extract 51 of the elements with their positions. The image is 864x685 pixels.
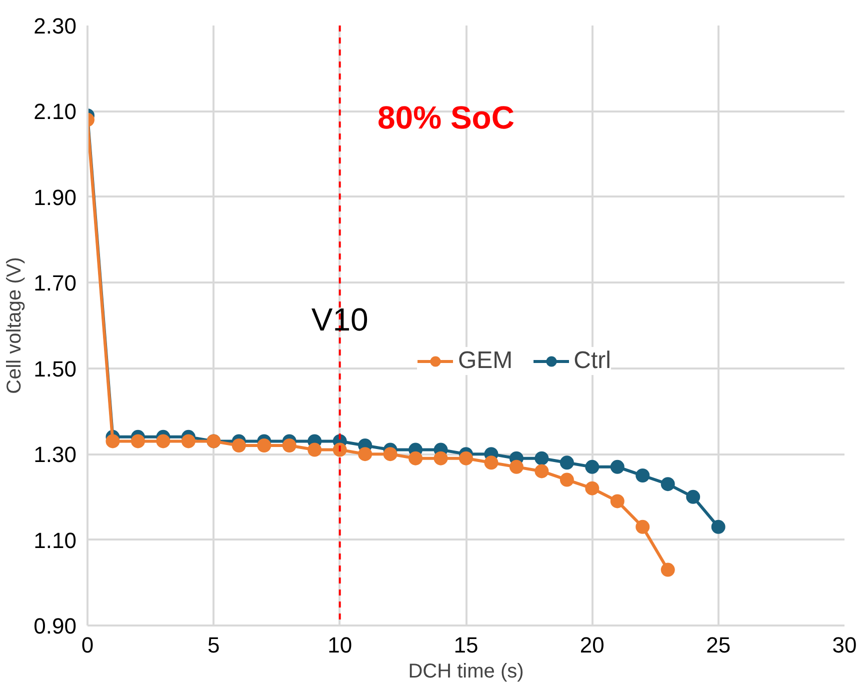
y-tick-label: 1.90	[34, 184, 77, 210]
x-tick-label: 25	[706, 632, 731, 658]
point	[408, 451, 423, 466]
x-tick-label: 15	[454, 632, 478, 658]
point	[585, 460, 600, 474]
point	[711, 520, 726, 534]
x-tick-label: 20	[580, 632, 604, 658]
x-tick-label: 0	[81, 632, 94, 658]
point	[509, 460, 524, 474]
point	[484, 456, 498, 470]
point	[156, 434, 170, 448]
y-tick-label: 1.70	[34, 270, 77, 296]
y-tick-label: 1.50	[34, 356, 77, 382]
point	[181, 434, 196, 448]
point	[130, 434, 145, 448]
point	[282, 438, 296, 452]
y-tick-label: 0.90	[34, 614, 77, 638]
y-tick-label: 2.30	[34, 14, 77, 38]
x-tick-label: 30	[832, 632, 857, 658]
point	[534, 451, 549, 466]
point	[560, 472, 574, 487]
point	[560, 456, 574, 470]
point	[383, 447, 398, 462]
point	[636, 520, 650, 534]
point	[106, 434, 120, 448]
point	[308, 442, 322, 457]
legend-label: GEM	[458, 347, 513, 375]
point	[610, 494, 624, 508]
x-tick-label: 5	[208, 632, 220, 658]
point	[434, 451, 448, 466]
point	[660, 477, 675, 492]
point	[686, 490, 700, 504]
point	[610, 460, 624, 474]
point	[232, 438, 246, 452]
point	[534, 464, 549, 478]
ref-line-label: V10	[311, 302, 368, 338]
y-tick-label: 2.10	[34, 99, 77, 124]
point	[660, 562, 675, 577]
y-axis-title: Cell voltage (V)	[4, 257, 26, 394]
point	[257, 438, 272, 452]
x-tick-label: 10	[328, 632, 352, 658]
y-tick-label: 1.10	[34, 528, 77, 553]
point	[585, 481, 600, 496]
point	[459, 451, 473, 466]
y-tick-label: 1.30	[34, 442, 77, 468]
annotation: 80% SoC	[378, 100, 514, 136]
point	[358, 447, 372, 462]
legend-label: Ctrl	[574, 347, 611, 375]
x-axis-title: DCH time (s)	[408, 660, 524, 682]
point	[636, 468, 650, 482]
point	[332, 442, 347, 457]
